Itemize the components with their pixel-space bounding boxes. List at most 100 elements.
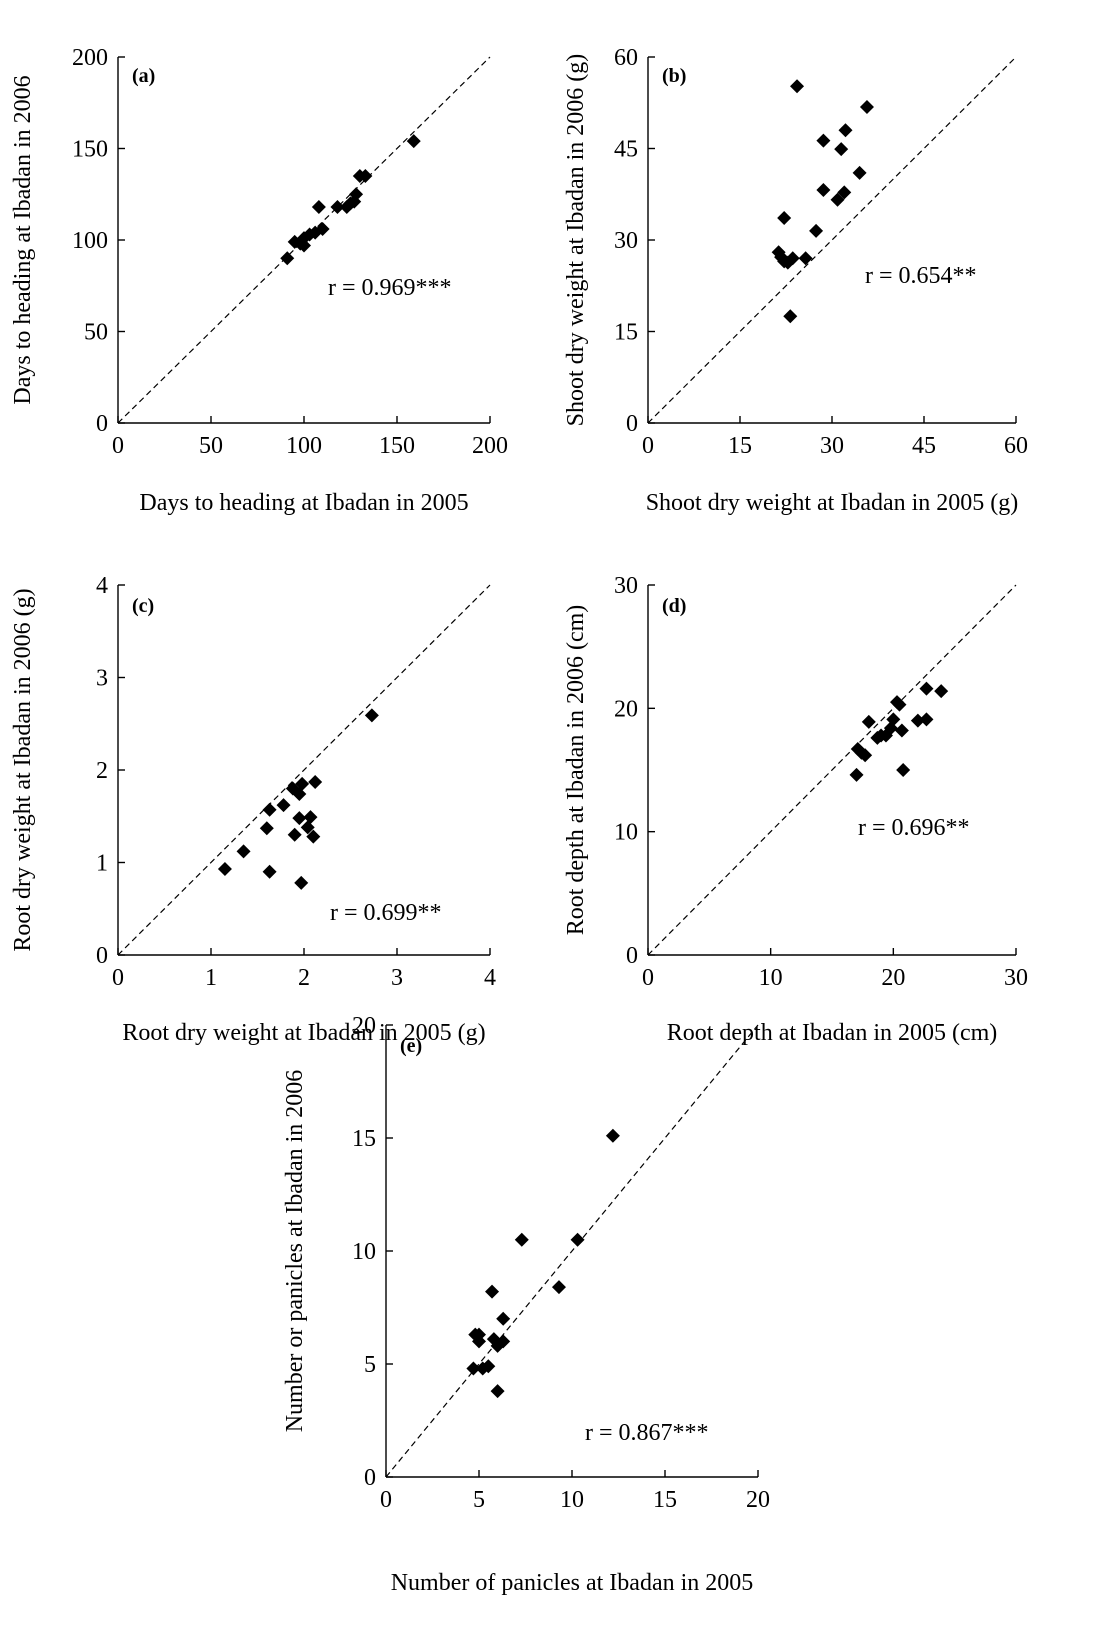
panel-c: 0 1 2 3 4 0 1 2 3 4 Root dry weight at Ibadan in 2…	[10, 573, 496, 1046]
data-point	[834, 142, 849, 157]
data-point	[308, 775, 323, 790]
y-tick-label: 0	[364, 1465, 376, 1491]
data-point	[262, 864, 277, 879]
panel-a: 0 50 100 150 200 0 50 100 150 200 Days to heading …	[10, 45, 508, 516]
x-tick-label: 30	[820, 433, 844, 459]
data-point	[785, 251, 800, 266]
correlation-annotation: r = 0.699**	[330, 900, 442, 926]
data-point	[919, 681, 934, 696]
data-point	[852, 165, 867, 180]
y-axis-title: Root depth at Ibadan in 2006 (cm)	[563, 605, 589, 936]
data-point	[297, 238, 311, 253]
y-tick-label: 0	[626, 411, 638, 437]
data-point	[490, 1384, 505, 1399]
data-point	[790, 79, 805, 94]
y-tick-label: 30	[614, 573, 638, 599]
data-point	[858, 748, 873, 763]
correlation-annotation: r = 0.867***	[585, 1420, 709, 1446]
data-point	[830, 192, 845, 207]
y-tick-label: 10	[614, 820, 638, 846]
y-tick-label: 2	[96, 758, 108, 784]
data-point	[816, 182, 831, 197]
data-point	[861, 714, 876, 729]
x-tick-label: 0	[112, 965, 124, 991]
data-point	[300, 820, 315, 835]
x-tick-label: 10	[759, 965, 783, 991]
y-tick-label: 5	[364, 1352, 376, 1378]
x-tick-label: 10	[560, 1487, 584, 1513]
identity-line	[117, 584, 491, 956]
y-tick-label: 45	[614, 137, 638, 163]
panel-b: 0 15 30 45 60 0 15 30 45 60 Shoot dry weight at Ib…	[563, 45, 1028, 516]
y-tick-label: 0	[96, 411, 108, 437]
data-point	[481, 1359, 496, 1374]
data-point	[358, 168, 373, 183]
data-point	[859, 100, 874, 115]
data-point	[303, 810, 318, 825]
data-point	[496, 1311, 511, 1326]
data-point	[496, 1334, 511, 1349]
data-point	[551, 1280, 566, 1295]
correlation-annotation: r = 0.654**	[865, 263, 977, 289]
data-point	[295, 776, 310, 791]
y-tick-label: 50	[84, 320, 108, 346]
y-tick-label: 4	[96, 573, 108, 599]
data-point	[910, 713, 925, 728]
y-tick-label: 150	[72, 137, 108, 163]
x-tick-label: 0	[112, 433, 124, 459]
data-point	[837, 185, 852, 200]
x-tick-label: 20	[881, 965, 905, 991]
identity-line	[647, 56, 1017, 424]
data-point	[771, 245, 786, 260]
data-point	[236, 844, 251, 859]
data-point	[816, 133, 831, 148]
x-tick-label: 1	[205, 965, 217, 991]
y-tick-label: 1	[96, 851, 108, 877]
y-tick-label: 0	[626, 943, 638, 969]
data-point	[514, 1232, 529, 1247]
x-axis-title: Days to heading at Ibadan in 2005	[139, 490, 468, 516]
x-tick-label: 0	[380, 1487, 392, 1513]
panel-label: (a)	[132, 65, 155, 87]
x-tick-label: 3	[391, 965, 403, 991]
x-tick-label: 15	[728, 433, 752, 459]
x-axis-title: Number of panicles at Ibadan in 2005	[391, 1570, 754, 1596]
y-axis-title: Days to heading at Ibadan in 2006	[10, 75, 36, 404]
y-tick-label: 100	[72, 228, 108, 254]
y-tick-label: 15	[614, 320, 638, 346]
x-tick-label: 45	[912, 433, 936, 459]
y-tick-label: 20	[352, 1013, 376, 1039]
data-point	[406, 134, 421, 149]
x-tick-label: 20	[746, 1487, 770, 1513]
x-tick-label: 2	[298, 965, 310, 991]
x-tick-label: 150	[379, 433, 415, 459]
data-point	[287, 827, 302, 842]
data-point	[330, 200, 345, 215]
correlation-annotation: r = 0.969***	[328, 275, 452, 301]
panel-label: (c)	[132, 595, 154, 617]
y-axis-title: Shoot dry weight at Ibadan in 2006 (g)	[563, 54, 589, 427]
panel-d: 0 10 20 30 0 10 20 30 Root depth at Ibadan in 20…	[563, 573, 1028, 1046]
data-point	[315, 222, 330, 237]
x-tick-label: 5	[473, 1487, 485, 1513]
data-point	[292, 787, 307, 802]
x-axis-title: Shoot dry weight at Ibadan in 2005 (g)	[646, 490, 1019, 516]
x-tick-label: 30	[1004, 965, 1028, 991]
data-point	[849, 767, 864, 782]
data-point	[886, 712, 901, 727]
data-point	[919, 712, 934, 727]
data-point	[349, 187, 364, 202]
y-axis-title: Root dry weight at Ibadan in 2006 (g)	[10, 588, 36, 951]
data-point	[892, 697, 907, 712]
data-point	[292, 811, 307, 826]
data-point	[276, 798, 291, 813]
y-tick-label: 10	[352, 1239, 376, 1265]
panel-label: (d)	[662, 595, 686, 617]
data-point	[570, 1232, 585, 1247]
y-tick-label: 15	[352, 1126, 376, 1152]
data-point	[894, 723, 909, 738]
panel-label: (e)	[400, 1035, 422, 1057]
x-tick-label: 100	[286, 433, 322, 459]
x-axis-title: Root depth at Ibadan in 2005 (cm)	[667, 1020, 998, 1046]
